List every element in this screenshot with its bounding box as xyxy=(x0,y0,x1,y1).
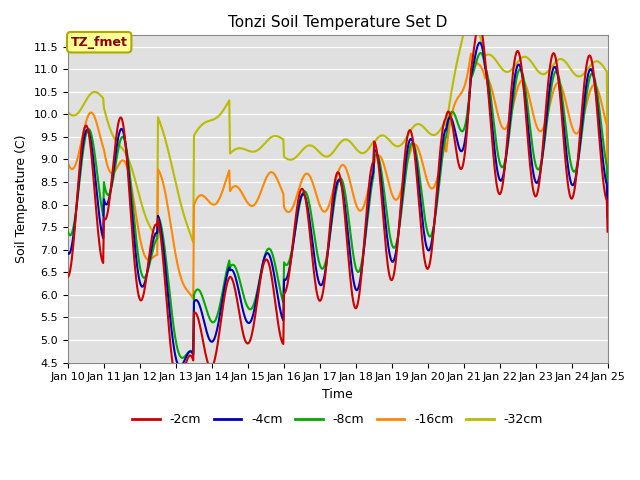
Text: TZ_fmet: TZ_fmet xyxy=(71,36,127,48)
Legend: -2cm, -4cm, -8cm, -16cm, -32cm: -2cm, -4cm, -8cm, -16cm, -32cm xyxy=(127,408,548,431)
X-axis label: Time: Time xyxy=(323,388,353,401)
Y-axis label: Soil Temperature (C): Soil Temperature (C) xyxy=(15,135,28,263)
Title: Tonzi Soil Temperature Set D: Tonzi Soil Temperature Set D xyxy=(228,15,447,30)
